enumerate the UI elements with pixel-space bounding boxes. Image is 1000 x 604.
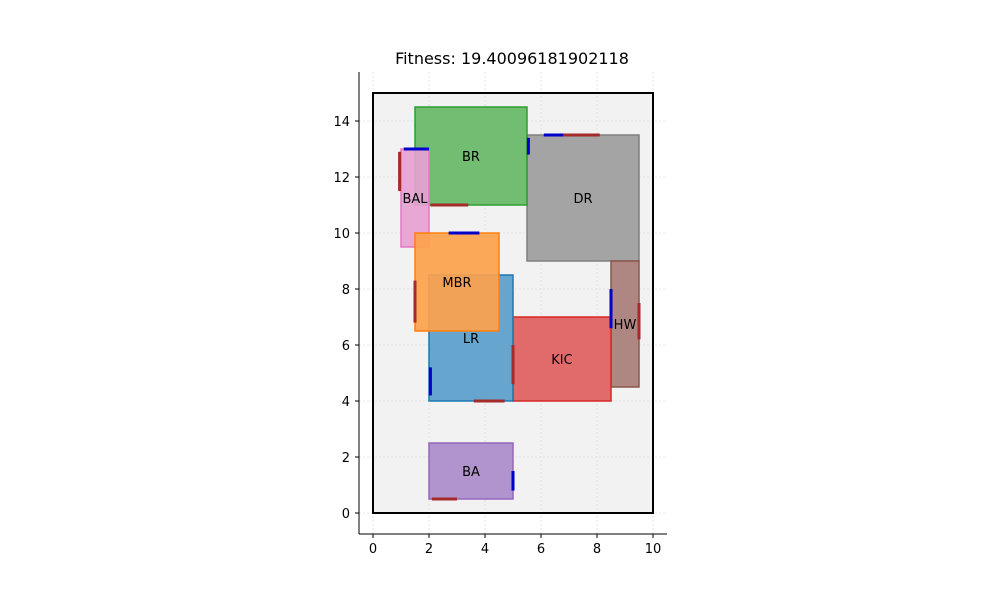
y-tick-label: 0 [342,507,350,522]
y-tick-label: 12 [333,171,350,186]
axes: 0 2 4 6 8 10 0 2 4 6 8 10 12 14 [333,72,667,557]
site-boundary [372,92,654,514]
room-label-hw: HW [614,318,637,333]
room-label-br: BR [462,150,480,165]
room-label-dr: DR [573,192,592,207]
room-label-kic: KIC [551,353,572,368]
room-labels: DR BR BAL HW KIC LR MBR BA [402,150,636,480]
y-tick-label: 10 [333,227,350,242]
x-tick-label: 2 [425,542,433,557]
room-mbr [414,232,500,332]
y-tick-label: 8 [342,283,350,298]
chart-title: Fitness: 19.40096181902118 [395,49,629,68]
rooms [400,106,640,500]
y-tick-label: 2 [342,451,350,466]
x-tick-label: 4 [481,542,489,557]
y-tick-label: 4 [342,395,350,410]
y-tick-label: 14 [333,115,350,130]
room-br [414,106,528,206]
boundary-outline [372,92,654,514]
x-tick-label: 8 [593,542,601,557]
room-label-bal: BAL [402,192,428,207]
room-label-ba: BA [462,465,480,480]
room-label-lr: LR [463,332,479,347]
y-tick-label: 6 [342,339,350,354]
room-kic [512,316,612,402]
x-tick-label: 6 [537,542,545,557]
x-tick-label: 0 [369,542,377,557]
doors [398,133,641,501]
room-label-mbr: MBR [442,276,471,291]
x-tick-label: 10 [645,542,662,557]
